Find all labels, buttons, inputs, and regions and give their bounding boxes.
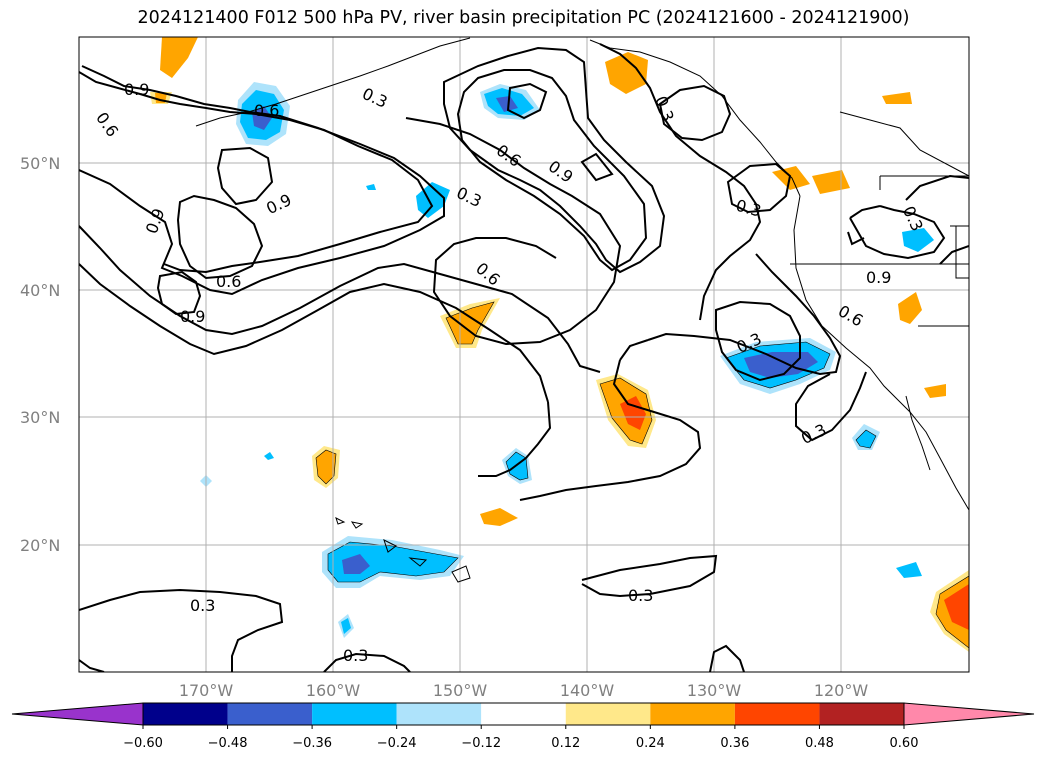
contour-label: 0.6 (254, 101, 279, 120)
precip-negative-area (896, 562, 922, 578)
colorbar-box (396, 703, 482, 725)
lat-labels: 50°N 40°N 30°N 20°N (20, 154, 60, 555)
colorbar-label: −0.60 (123, 736, 163, 751)
colorbar-box (312, 703, 397, 725)
colorbar-extend-min (11, 702, 144, 726)
contour-label: 0.3 (343, 646, 368, 665)
precip-positive-area (620, 396, 646, 430)
lon-label-150w: 150°W (433, 681, 488, 700)
colorbar-box (565, 703, 651, 725)
colorbar-label: 0.48 (805, 736, 834, 751)
colorbar-frame (142, 702, 905, 726)
colorbar-box (650, 703, 735, 725)
colorbar: −0.60 −0.48 −0.36 −0.24 −0.12 0.12 0.24 0.36 0.4… (11, 702, 1035, 751)
lon-label-120w: 120°W (814, 681, 869, 700)
precip-positive-area (924, 384, 946, 398)
colorbar-extend-max (903, 702, 1035, 726)
colorbar-box (481, 703, 566, 725)
contour-label: 0.9 (180, 307, 205, 326)
precip-positive-area (772, 166, 810, 190)
contour-label: 0.9 (866, 268, 891, 287)
precip-outlines (315, 301, 969, 649)
precip-positive-area (944, 584, 969, 630)
precip-negative-area (342, 554, 370, 574)
precip-negative-area (341, 618, 351, 634)
lon-label-140w: 140°W (560, 681, 615, 700)
precip-negative-area (506, 452, 528, 480)
lat-label-20: 20°N (20, 536, 60, 555)
colorbar-label: −0.36 (292, 736, 332, 751)
colorbar-box (819, 703, 904, 725)
lat-label-30: 30°N (20, 408, 60, 427)
colorbar-label: 0.60 (890, 736, 919, 751)
contour-label: 0.6 (216, 272, 241, 291)
lon-label-160w: 160°W (306, 681, 361, 700)
lat-label-50: 50°N (20, 154, 60, 173)
precip-negative-area (264, 452, 274, 460)
contour-label: 0.3 (190, 596, 215, 615)
map-frame (78, 36, 970, 673)
precip-positive-area (605, 52, 648, 94)
colorbar-label: −0.48 (208, 736, 248, 751)
lon-label-170w: 170°W (179, 681, 234, 700)
lon-label-130w: 130°W (687, 681, 742, 700)
pv-contours (79, 43, 969, 672)
colorbar-label: 0.36 (720, 736, 749, 751)
precip-positive-area (316, 450, 336, 484)
precip-negative-area (496, 96, 518, 112)
precip-negative-area (902, 228, 934, 252)
colorbar-box (227, 703, 313, 725)
precip-positive-area (446, 302, 494, 344)
colorbar-label: −0.24 (377, 736, 417, 751)
lon-labels: 170°W 160°W 150°W 140°W 130°W 120°W (179, 681, 869, 700)
precip-negative-area (366, 184, 376, 190)
colorbar-box (143, 703, 228, 725)
colorbar-box (734, 703, 820, 725)
precip-positive-area (898, 292, 922, 324)
precip-positive-area (160, 37, 198, 78)
lat-label-40: 40°N (20, 281, 60, 300)
precip-positive-area (882, 92, 912, 104)
colorbar-label: 0.12 (551, 736, 580, 751)
map-title: 2024121400 F012 500 hPa PV, river basin … (137, 8, 910, 28)
precip-negative-area (856, 430, 876, 448)
colorbar-label: −0.12 (461, 736, 501, 751)
contour-label: 0.3 (628, 586, 653, 605)
contour-label: 0.9 (124, 80, 149, 99)
precip-positive-area (480, 508, 518, 526)
colorbar-label: 0.24 (636, 736, 665, 751)
